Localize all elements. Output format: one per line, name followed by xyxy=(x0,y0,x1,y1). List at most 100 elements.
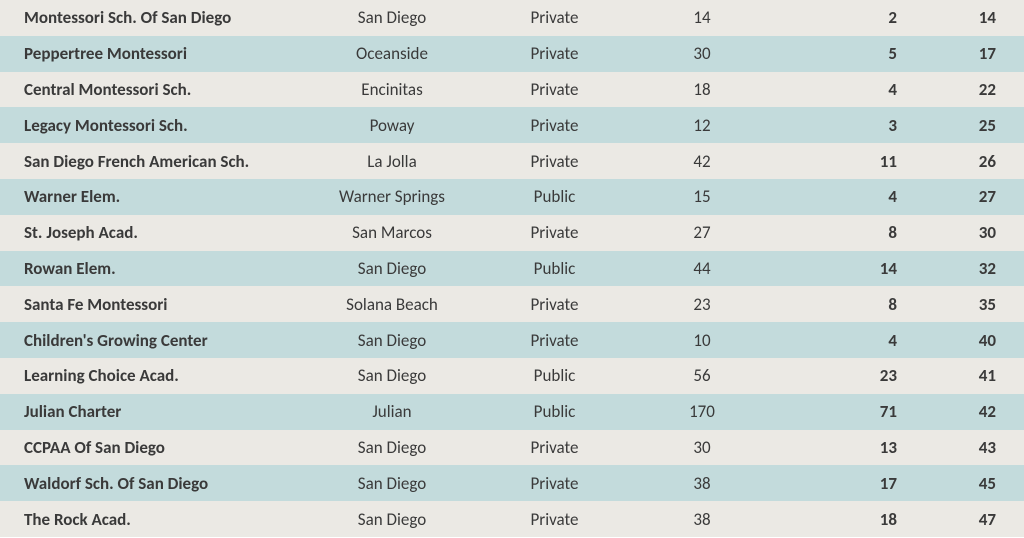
cell-type: Private xyxy=(482,509,627,530)
cell-type: Private xyxy=(482,473,627,494)
table-row: Montessori Sch. Of San DiegoSan DiegoPri… xyxy=(0,0,1024,36)
cell-city: San Diego xyxy=(302,7,482,28)
cell-type: Private xyxy=(482,7,627,28)
cell-value-2: 11 xyxy=(777,151,907,172)
cell-school-name: Rowan Elem. xyxy=(0,258,302,279)
table-row: St. Joseph Acad.San MarcosPrivate27830 xyxy=(0,215,1024,251)
cell-value-1: 12 xyxy=(627,115,777,136)
cell-school-name: Peppertree Montessori xyxy=(0,43,302,64)
cell-value-1: 14 xyxy=(627,7,777,28)
cell-city: La Jolla xyxy=(302,151,482,172)
cell-city: San Diego xyxy=(302,473,482,494)
cell-school-name: Montessori Sch. Of San Diego xyxy=(0,7,302,28)
cell-type: Public xyxy=(482,401,627,422)
cell-value-1: 38 xyxy=(627,473,777,494)
cell-city: Oceanside xyxy=(302,43,482,64)
cell-type: Private xyxy=(482,43,627,64)
table-row: Central Montessori Sch.EncinitasPrivate1… xyxy=(0,72,1024,108)
schools-table: Montessori Sch. Of San DiegoSan DiegoPri… xyxy=(0,0,1024,537)
cell-value-3: 47 xyxy=(907,509,1024,530)
table-row: CCPAA Of San DiegoSan DiegoPrivate301343 xyxy=(0,430,1024,466)
cell-city: Julian xyxy=(302,401,482,422)
cell-value-2: 3 xyxy=(777,115,907,136)
cell-city: Warner Springs xyxy=(302,186,482,207)
cell-value-3: 14 xyxy=(907,7,1024,28)
cell-school-name: Julian Charter xyxy=(0,401,302,422)
table-row: Legacy Montessori Sch.PowayPrivate12325 xyxy=(0,107,1024,143)
cell-value-2: 8 xyxy=(777,294,907,315)
cell-value-1: 42 xyxy=(627,151,777,172)
cell-value-1: 18 xyxy=(627,79,777,100)
cell-value-2: 8 xyxy=(777,222,907,243)
cell-value-2: 71 xyxy=(777,401,907,422)
cell-type: Private xyxy=(482,437,627,458)
cell-school-name: Central Montessori Sch. xyxy=(0,79,302,100)
cell-value-2: 4 xyxy=(777,79,907,100)
cell-value-2: 23 xyxy=(777,365,907,386)
cell-school-name: San Diego French American Sch. xyxy=(0,151,302,172)
cell-type: Public xyxy=(482,258,627,279)
cell-school-name: Waldorf Sch. Of San Diego xyxy=(0,473,302,494)
cell-value-1: 23 xyxy=(627,294,777,315)
table-row: Warner Elem.Warner SpringsPublic15427 xyxy=(0,179,1024,215)
cell-type: Private xyxy=(482,330,627,351)
cell-value-3: 43 xyxy=(907,437,1024,458)
cell-type: Private xyxy=(482,115,627,136)
cell-school-name: St. Joseph Acad. xyxy=(0,222,302,243)
cell-city: Encinitas xyxy=(302,79,482,100)
cell-value-3: 32 xyxy=(907,258,1024,279)
cell-school-name: CCPAA Of San Diego xyxy=(0,437,302,458)
table-row: Santa Fe MontessoriSolana BeachPrivate23… xyxy=(0,286,1024,322)
cell-value-3: 17 xyxy=(907,43,1024,64)
cell-type: Private xyxy=(482,79,627,100)
table-row: Peppertree MontessoriOceansidePrivate305… xyxy=(0,36,1024,72)
table-row: Learning Choice Acad.San DiegoPublic5623… xyxy=(0,358,1024,394)
cell-school-name: Children's Growing Center xyxy=(0,330,302,351)
cell-value-1: 30 xyxy=(627,43,777,64)
cell-value-2: 4 xyxy=(777,186,907,207)
cell-city: San Diego xyxy=(302,258,482,279)
cell-city: Poway xyxy=(302,115,482,136)
cell-value-3: 26 xyxy=(907,151,1024,172)
table-row: The Rock Acad.San DiegoPrivate381847 xyxy=(0,501,1024,537)
cell-value-3: 22 xyxy=(907,79,1024,100)
cell-value-1: 56 xyxy=(627,365,777,386)
table-row: San Diego French American Sch.La JollaPr… xyxy=(0,143,1024,179)
cell-type: Private xyxy=(482,294,627,315)
cell-value-2: 14 xyxy=(777,258,907,279)
cell-city: San Diego xyxy=(302,437,482,458)
cell-value-3: 27 xyxy=(907,186,1024,207)
cell-type: Private xyxy=(482,222,627,243)
cell-city: San Marcos xyxy=(302,222,482,243)
cell-city: Solana Beach xyxy=(302,294,482,315)
cell-value-1: 27 xyxy=(627,222,777,243)
cell-value-2: 13 xyxy=(777,437,907,458)
cell-value-3: 40 xyxy=(907,330,1024,351)
cell-value-3: 25 xyxy=(907,115,1024,136)
cell-value-2: 18 xyxy=(777,509,907,530)
cell-type: Public xyxy=(482,186,627,207)
cell-value-1: 30 xyxy=(627,437,777,458)
cell-school-name: Santa Fe Montessori xyxy=(0,294,302,315)
cell-school-name: Learning Choice Acad. xyxy=(0,365,302,386)
cell-city: San Diego xyxy=(302,365,482,386)
cell-value-1: 10 xyxy=(627,330,777,351)
cell-value-1: 38 xyxy=(627,509,777,530)
cell-value-3: 42 xyxy=(907,401,1024,422)
table-row: Rowan Elem.San DiegoPublic441432 xyxy=(0,251,1024,287)
cell-school-name: Warner Elem. xyxy=(0,186,302,207)
cell-value-2: 4 xyxy=(777,330,907,351)
cell-school-name: The Rock Acad. xyxy=(0,509,302,530)
cell-type: Private xyxy=(482,151,627,172)
cell-value-3: 41 xyxy=(907,365,1024,386)
cell-value-3: 35 xyxy=(907,294,1024,315)
cell-value-3: 30 xyxy=(907,222,1024,243)
cell-value-2: 2 xyxy=(777,7,907,28)
cell-value-2: 5 xyxy=(777,43,907,64)
cell-school-name: Legacy Montessori Sch. xyxy=(0,115,302,136)
cell-value-1: 170 xyxy=(627,401,777,422)
table-row: Children's Growing CenterSan DiegoPrivat… xyxy=(0,322,1024,358)
cell-value-1: 15 xyxy=(627,186,777,207)
cell-type: Public xyxy=(482,365,627,386)
table-row: Julian CharterJulianPublic1707142 xyxy=(0,394,1024,430)
